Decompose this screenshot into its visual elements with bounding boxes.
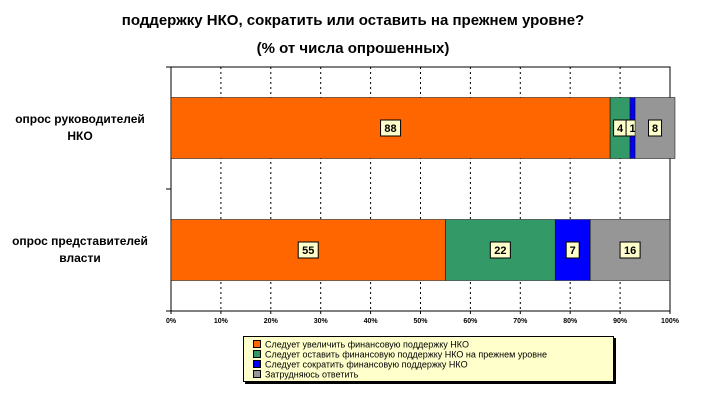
x-tick-label: 10% [214,318,229,325]
data-label: 7 [570,245,576,257]
legend-swatch [253,349,261,358]
x-tick-label: 30% [314,318,329,325]
data-label: 88 [384,123,396,135]
x-tick-label: 80% [563,318,578,325]
category-label: опрос представителей власти [12,234,148,265]
legend-item: Следует оставить финансовую поддержку НК… [253,349,548,360]
x-tick-label: 40% [364,318,379,325]
legend-swatch [253,369,261,378]
legend-item: Следует сократить финансовую поддержку Н… [253,359,468,370]
data-label: 16 [624,245,636,257]
data-label-box [297,241,319,259]
x-tick-label: 20% [264,318,279,325]
x-tick-label: 0% [166,318,177,325]
data-label: 4 [617,123,624,135]
legend-label: Затрудняюсь ответить [265,369,359,380]
data-label: 8 [652,123,658,135]
data-label-box [489,241,511,259]
legend-item: Затрудняюсь ответить [253,369,359,380]
category-label: опрос руководителей НКО [15,112,145,143]
chart-title-line2: (% от числа опрошенных) [256,40,450,57]
data-label: 1 [630,123,636,135]
data-label-box [648,119,663,137]
legend-label: Следует сократить финансовую поддержку Н… [265,359,468,370]
x-tick-label: 100% [661,318,680,325]
legend-label: Следует увеличить финансовую поддержку Н… [265,339,469,350]
chart-title-line1: поддержку НКО, сократить или оставить на… [121,12,585,29]
data-label: 22 [494,245,506,257]
data-label: 55 [302,245,314,257]
legend-label: Следует оставить финансовую поддержку НК… [265,349,548,360]
legend: Следует увеличить финансовую поддержку Н… [243,336,614,382]
x-tick-label: 70% [513,318,528,325]
data-label-box [565,241,580,259]
legend-swatch [253,339,261,348]
legend-item: Следует увеличить финансовую поддержку Н… [253,339,469,350]
legend-swatch [253,359,261,368]
data-label-box [619,241,641,259]
x-tick-label: 50% [413,318,428,325]
data-label-box [380,119,402,137]
x-tick-label: 90% [613,318,628,325]
x-tick-label: 60% [463,318,478,325]
